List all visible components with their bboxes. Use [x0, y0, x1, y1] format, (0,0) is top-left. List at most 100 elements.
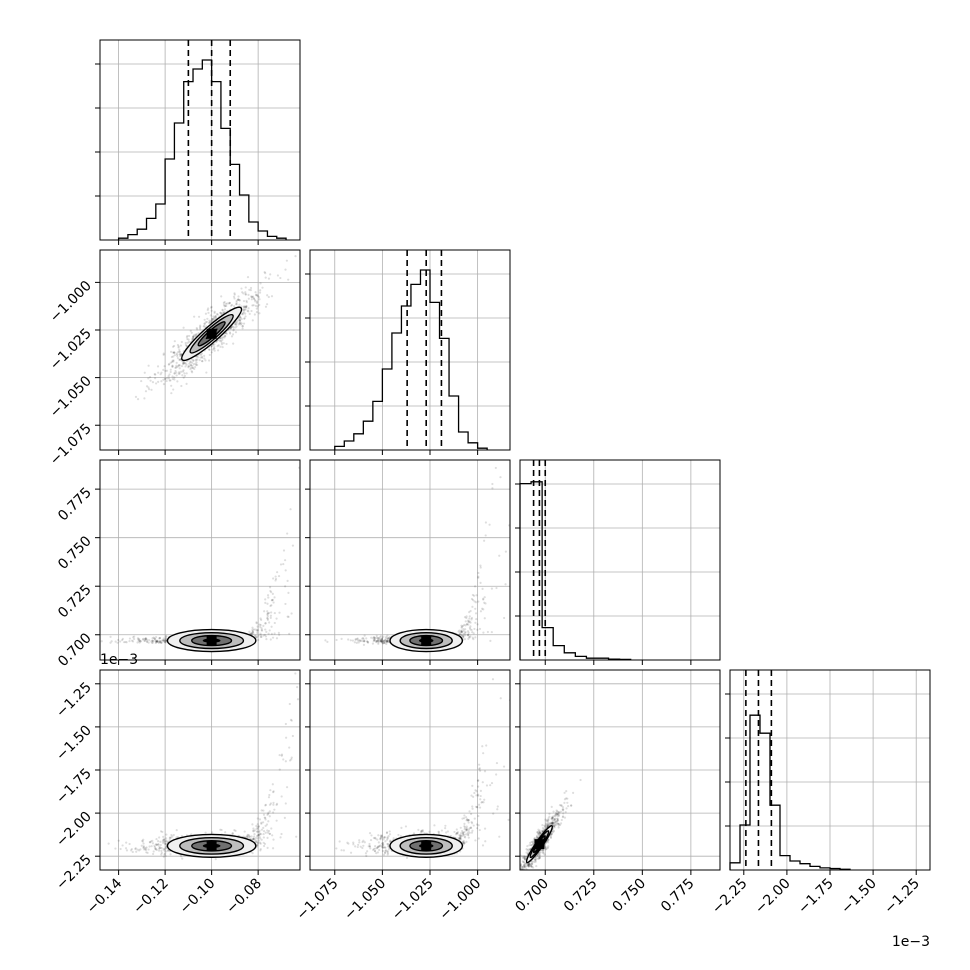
- scatter-point: [256, 629, 259, 632]
- scatter-point: [204, 831, 207, 834]
- scatter-point: [483, 601, 486, 604]
- scatter-point: [536, 855, 539, 858]
- scatter-point: [272, 791, 275, 794]
- scatter-point: [257, 827, 260, 830]
- scatter-point: [254, 628, 257, 631]
- scatter-point: [147, 377, 150, 380]
- scatter-point: [164, 635, 167, 638]
- scatter-point: [382, 836, 385, 839]
- scatter-point: [550, 818, 553, 821]
- scatter-point: [161, 839, 164, 843]
- scatter-point: [472, 594, 476, 597]
- scatter-point: [380, 835, 383, 838]
- scatter-point: [153, 373, 156, 376]
- x-tick-label: −0.14: [84, 875, 126, 917]
- density-peak: [206, 328, 217, 339]
- scatter-point: [162, 848, 165, 851]
- scatter-point: [163, 853, 166, 856]
- scatter-point: [183, 374, 187, 377]
- scatter-point: [550, 822, 554, 825]
- scatter-point: [234, 322, 237, 326]
- scatter-point: [511, 599, 513, 601]
- scatter-point: [221, 309, 224, 312]
- scatter-point: [158, 637, 161, 640]
- scatter-point: [269, 802, 273, 805]
- scatter-point: [295, 835, 298, 838]
- scatter-point: [144, 637, 147, 640]
- scatter-point: [262, 634, 265, 637]
- scatter-point: [476, 623, 479, 626]
- scatter-point: [380, 640, 383, 643]
- scatter-point: [159, 641, 162, 644]
- scatter-point: [238, 316, 241, 319]
- scatter-point: [256, 294, 259, 297]
- scatter-point: [153, 844, 156, 847]
- scatter-point: [483, 827, 487, 830]
- scatter-point: [445, 831, 448, 834]
- scatter-point: [467, 821, 470, 824]
- scatter-point: [456, 832, 459, 835]
- scatter-point: [385, 831, 389, 834]
- scatter-point: [143, 848, 146, 851]
- scatter-point: [213, 349, 216, 352]
- scatter-point: [382, 639, 385, 642]
- scatter-point: [260, 809, 263, 812]
- scatter-point: [266, 613, 269, 616]
- scatter-point: [468, 617, 471, 620]
- scatter-point: [258, 832, 262, 835]
- scatter-point: [157, 641, 160, 644]
- scatter-point: [278, 633, 281, 636]
- scatter-point: [253, 313, 256, 316]
- scatter-point: [371, 642, 375, 645]
- scatter-point: [153, 846, 156, 849]
- scatter-point: [235, 303, 238, 306]
- scatter-point: [259, 842, 262, 845]
- scatter-point: [226, 302, 229, 305]
- scatter-point: [379, 844, 382, 847]
- scatter-point: [267, 820, 270, 823]
- scatter-point: [259, 632, 262, 635]
- scatter-point: [179, 358, 182, 361]
- scatter-point: [269, 638, 272, 641]
- scatter-point: [525, 848, 528, 851]
- scatter-point: [340, 637, 343, 640]
- scatter-point: [550, 832, 553, 835]
- scatter-point: [386, 836, 389, 839]
- scatter-point: [382, 838, 385, 841]
- scatter-point: [178, 350, 181, 354]
- scatter-point: [210, 351, 213, 354]
- scatter-point: [256, 629, 259, 632]
- scatter-point: [471, 598, 475, 602]
- scatter-point: [522, 871, 524, 873]
- y-tick-label: −1.25: [53, 679, 95, 721]
- scatter-point: [465, 825, 468, 828]
- y-tick-label: 0.725: [55, 582, 95, 622]
- scatter-point: [462, 634, 465, 638]
- scatter-point: [460, 634, 463, 637]
- scatter-point: [387, 640, 390, 643]
- scatter-point: [204, 359, 207, 362]
- scatter-point: [359, 845, 362, 848]
- scatter-point: [152, 636, 155, 639]
- scatter-point: [461, 634, 464, 637]
- scatter-point: [214, 314, 217, 318]
- scatter-point: [385, 640, 388, 643]
- scatter-point: [249, 286, 253, 290]
- scatter-point: [250, 632, 253, 635]
- panel-content: [134, 255, 297, 401]
- scatter-point: [549, 835, 553, 839]
- scatter-point: [387, 834, 390, 838]
- scatter-point: [266, 294, 269, 297]
- scatter-point: [465, 623, 469, 626]
- scatter-point: [552, 825, 555, 828]
- scatter-point: [132, 636, 135, 639]
- scatter-point: [230, 335, 234, 338]
- scatter-point: [272, 803, 275, 806]
- scatter-point: [257, 638, 260, 642]
- scatter-point: [163, 847, 166, 850]
- scatter-point: [216, 349, 220, 352]
- scatter-point: [304, 785, 306, 787]
- scatter-point: [477, 600, 480, 603]
- scatter-point: [468, 827, 471, 830]
- scatter-point: [196, 356, 199, 359]
